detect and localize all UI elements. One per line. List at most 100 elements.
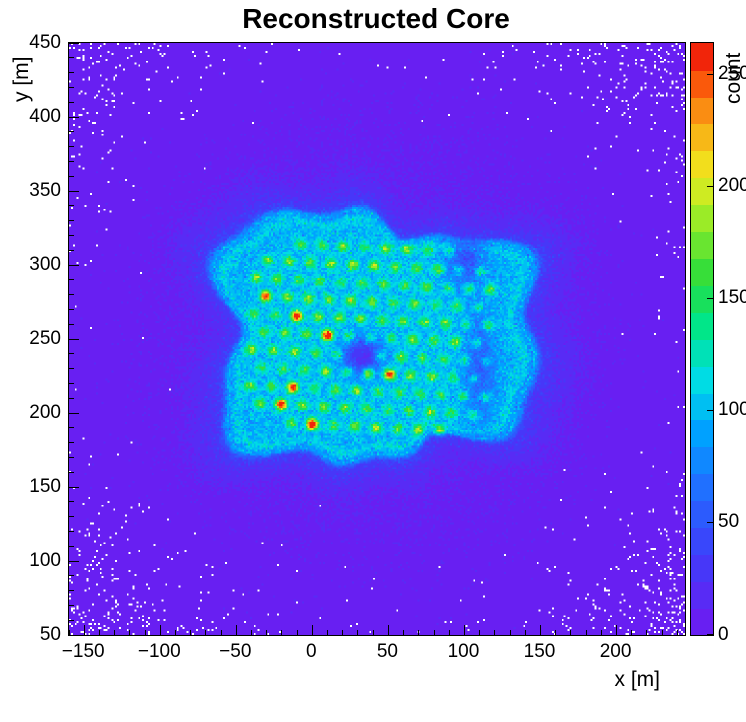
x-minor-tick xyxy=(281,630,283,635)
x-minor-tick xyxy=(342,630,344,635)
x-minor-tick xyxy=(98,630,100,635)
x-minor-tick xyxy=(129,630,131,635)
y-tick-label: 100 xyxy=(29,549,61,571)
x-tick-label: 100 xyxy=(447,641,480,662)
y-minor-tick xyxy=(69,294,74,296)
colorbar-band xyxy=(691,500,713,529)
y-minor-tick xyxy=(69,619,74,621)
y-tick-label: 400 xyxy=(29,105,61,127)
y-minor-tick xyxy=(69,382,74,384)
y-minor-tick xyxy=(69,604,74,606)
x-tick xyxy=(311,625,313,635)
x-minor-tick xyxy=(68,630,70,635)
x-minor-tick xyxy=(266,630,268,635)
x-minor-tick xyxy=(327,630,329,635)
colorbar-band xyxy=(691,527,713,555)
y-tick xyxy=(69,338,79,340)
colorbar-band xyxy=(691,554,713,582)
x-minor-tick xyxy=(524,630,526,635)
colorbar-band xyxy=(691,339,713,367)
y-minor-tick xyxy=(69,368,74,370)
y-minor-tick xyxy=(69,575,74,577)
x-minor-tick xyxy=(631,630,633,635)
y-tick xyxy=(69,116,79,118)
y-minor-tick xyxy=(69,442,74,444)
colorbar-band xyxy=(691,419,713,448)
colorbar-tick xyxy=(707,633,713,635)
y-tick-label: 350 xyxy=(29,179,61,201)
y-minor-tick xyxy=(69,323,74,325)
colorbar-band xyxy=(691,231,713,259)
y-tick xyxy=(69,560,79,562)
y-minor-tick xyxy=(69,501,74,503)
x-minor-tick xyxy=(555,630,557,635)
y-minor-tick xyxy=(69,590,74,592)
y-minor-tick xyxy=(69,530,74,532)
x-minor-tick xyxy=(448,630,450,635)
y-minor-tick xyxy=(69,397,74,399)
x-minor-tick xyxy=(251,630,253,635)
x-minor-tick xyxy=(190,630,192,635)
x-tick-label: −100 xyxy=(137,641,181,662)
x-minor-tick xyxy=(174,630,176,635)
colorbar-tick-label: 150 xyxy=(718,287,746,309)
x-minor-tick xyxy=(509,630,511,635)
colorbar-tick-label: 50 xyxy=(718,511,740,533)
colorbar-band xyxy=(691,204,713,233)
x-axis-label: x [m] xyxy=(614,668,661,691)
colorbar-band xyxy=(691,258,713,286)
x-minor-tick xyxy=(296,630,298,635)
colorbar-band xyxy=(691,608,713,635)
x-tick xyxy=(463,625,465,635)
y-minor-tick xyxy=(69,175,74,177)
y-tick-label: 250 xyxy=(29,327,61,349)
y-minor-tick xyxy=(69,456,74,458)
x-minor-tick xyxy=(220,630,222,635)
y-tick xyxy=(69,486,79,488)
y-tick-label: 150 xyxy=(29,475,61,497)
y-tick xyxy=(69,412,79,414)
colorbar-band xyxy=(691,96,713,125)
x-minor-tick xyxy=(403,630,405,635)
x-minor-tick xyxy=(661,630,663,635)
y-minor-tick xyxy=(69,86,74,88)
y-minor-tick xyxy=(69,427,74,429)
y-minor-tick xyxy=(69,101,74,103)
x-tick-label: −150 xyxy=(61,641,105,662)
x-tick-label: 150 xyxy=(523,641,556,662)
x-tick xyxy=(83,625,85,635)
x-minor-tick xyxy=(205,630,207,635)
colorbar-band xyxy=(691,581,713,609)
colorbar-tick-label: 200 xyxy=(718,175,746,196)
y-tick-label: 300 xyxy=(29,253,61,275)
x-tick xyxy=(387,625,389,635)
y-minor-tick xyxy=(69,279,74,281)
y-minor-tick xyxy=(69,131,74,133)
colorbar-band xyxy=(691,473,713,502)
x-minor-tick xyxy=(676,630,678,635)
x-tick xyxy=(540,625,541,635)
colorbar-band xyxy=(691,43,713,71)
x-minor-tick xyxy=(418,630,420,635)
x-minor-tick xyxy=(494,630,496,635)
y-minor-tick xyxy=(69,146,74,148)
y-minor-tick xyxy=(69,160,74,162)
y-tick-label: 450 xyxy=(29,31,61,53)
x-tick-label: 0 xyxy=(306,641,317,662)
y-minor-tick xyxy=(69,516,74,518)
x-minor-tick xyxy=(600,630,602,635)
x-tick xyxy=(159,625,161,635)
colorbar-band xyxy=(691,285,713,313)
colorbar-band xyxy=(691,392,713,421)
y-tick xyxy=(69,264,79,266)
colorbar xyxy=(690,42,714,636)
x-minor-tick xyxy=(479,630,481,635)
colorbar-tick-label: 100 xyxy=(718,399,746,421)
plot-frame xyxy=(68,42,686,636)
y-tick xyxy=(69,42,79,44)
colorbar-band xyxy=(691,150,713,179)
y-minor-tick xyxy=(69,353,74,355)
colorbar-tick-label: 250 xyxy=(718,62,746,84)
y-tick xyxy=(69,190,79,192)
